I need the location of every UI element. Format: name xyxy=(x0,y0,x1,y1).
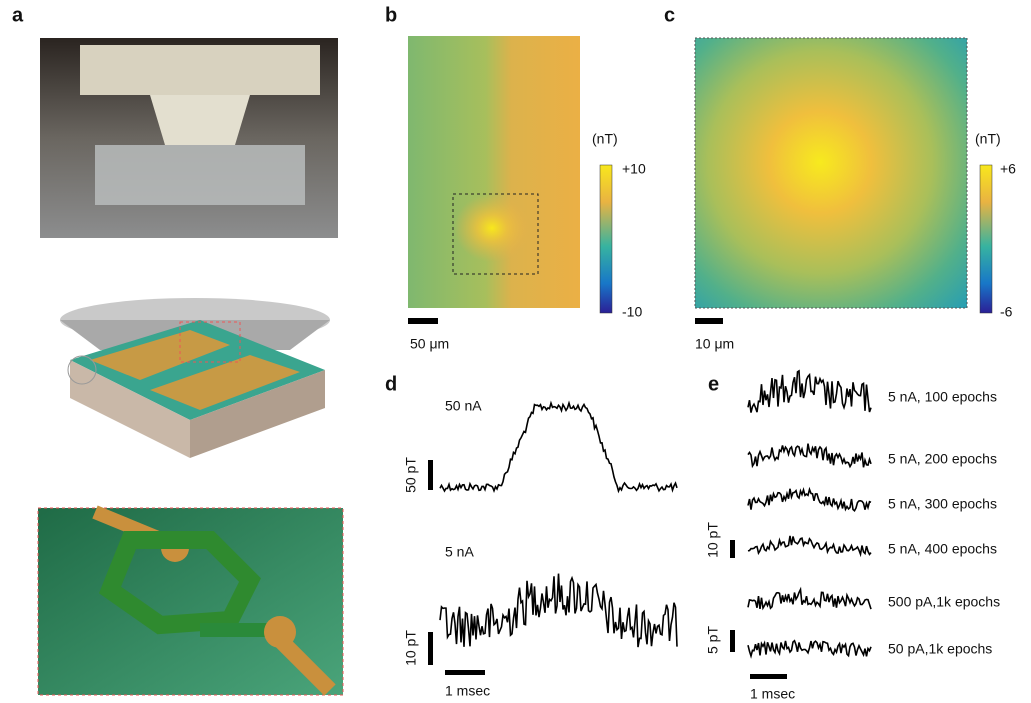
figure: a b (nT) +10 -10 50 μm c (nT) +6 -6 10 μ… xyxy=(0,0,1031,703)
trace-label: 5 nA, 200 epochs xyxy=(888,451,997,467)
trace-label: 50 nA xyxy=(445,398,482,414)
colorbar-min: -6 xyxy=(1000,304,1013,320)
traces xyxy=(440,371,871,656)
photo-detail xyxy=(150,95,250,145)
scale-bar xyxy=(695,318,723,324)
scale-bar xyxy=(730,540,735,558)
trace-label: 50 pA,1k epochs xyxy=(888,641,992,657)
scale-bar-label: 10 pT xyxy=(403,630,419,666)
scale-bar xyxy=(428,460,433,490)
colorbar-max: +10 xyxy=(622,161,646,177)
trace-label: 5 nA, 400 epochs xyxy=(888,541,997,557)
colorbar-unit: (nT) xyxy=(592,131,618,147)
colorbar xyxy=(600,165,612,313)
field-map xyxy=(695,38,967,308)
trace xyxy=(748,444,871,468)
colorbar-unit: (nT) xyxy=(975,131,1001,147)
trace-label: 5 nA, 100 epochs xyxy=(888,389,997,405)
colorbar xyxy=(980,165,992,313)
trace xyxy=(440,403,677,491)
colorbar-min: -10 xyxy=(622,304,642,320)
scale-bar xyxy=(730,630,735,652)
trace-label: 5 nA, 300 epochs xyxy=(888,496,997,512)
trace-label: 500 pA,1k epochs xyxy=(888,594,1000,610)
scale-bar-label: 10 μm xyxy=(695,336,734,352)
panel-label: c xyxy=(664,4,675,26)
trace xyxy=(748,536,871,555)
scale-bar-label: 1 msec xyxy=(445,683,490,699)
panel-label: d xyxy=(385,373,397,395)
scale-bar-label: 50 μm xyxy=(410,336,449,352)
scale-bar xyxy=(750,674,787,679)
scale-bar-label: 5 pT xyxy=(705,626,721,654)
trace xyxy=(440,574,677,648)
photo-detail xyxy=(80,45,320,95)
trace xyxy=(748,590,871,610)
panel-label: a xyxy=(12,4,24,26)
scale-bar-label: 1 msec xyxy=(750,686,795,702)
field-hotspot xyxy=(454,194,530,262)
scale-bar xyxy=(428,632,433,665)
trace xyxy=(748,489,871,511)
colorbar-max: +6 xyxy=(1000,161,1016,177)
scale-bar-label: 50 pT xyxy=(403,457,419,493)
trace xyxy=(748,641,871,657)
photo-detail xyxy=(95,145,305,205)
trace xyxy=(748,371,871,413)
scale-bar xyxy=(445,670,485,675)
panel-label: b xyxy=(385,4,397,26)
field-map xyxy=(408,36,580,308)
panel-label: e xyxy=(708,373,719,395)
trace-label: 5 nA xyxy=(445,544,474,560)
scale-bar-label: 10 pT xyxy=(705,522,721,558)
scale-bar xyxy=(408,318,438,324)
